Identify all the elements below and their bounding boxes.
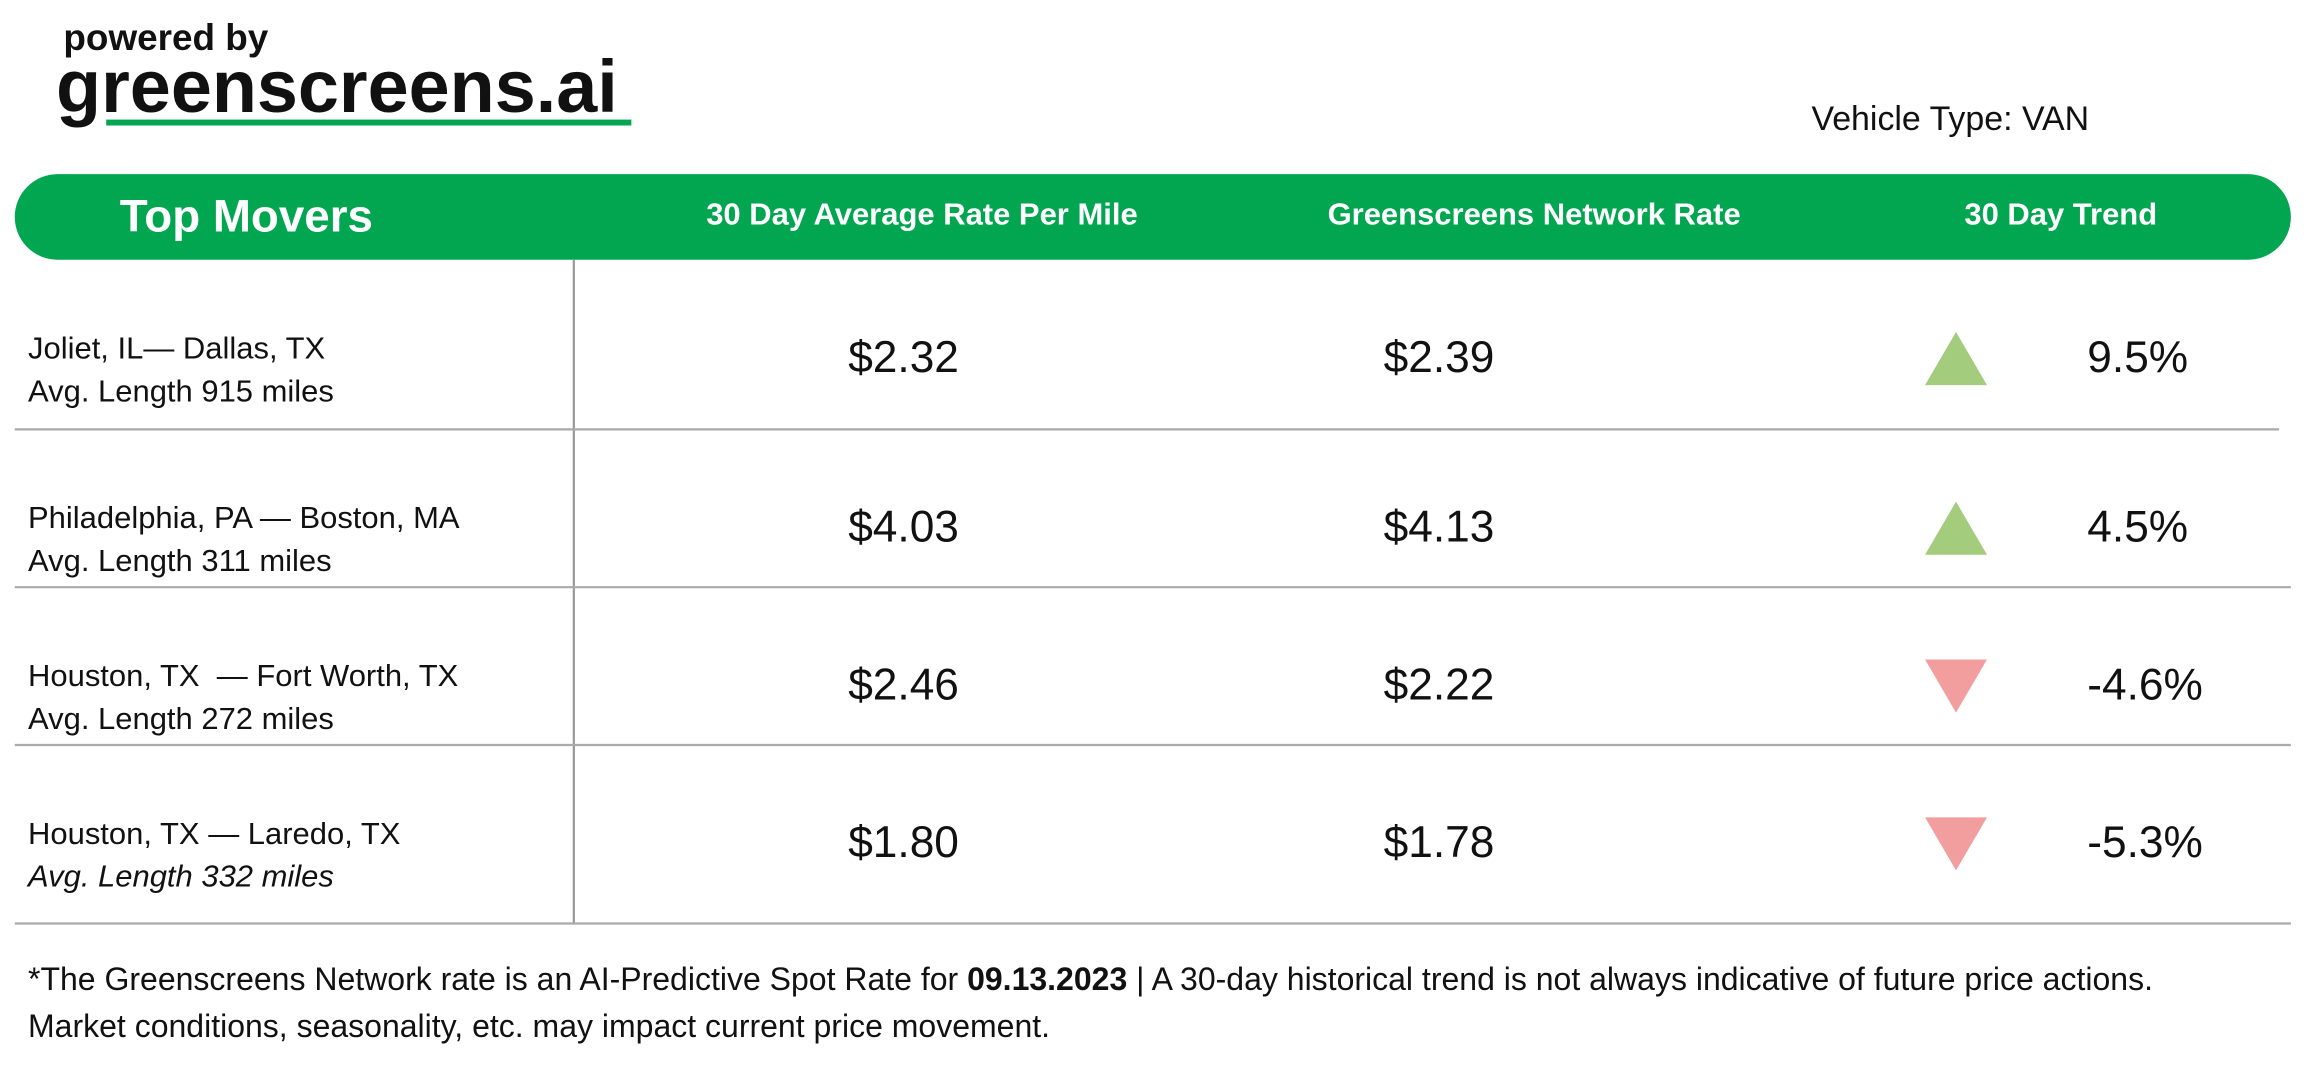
trend-value: -5.3%: [2087, 818, 2203, 867]
trend-arrow: [1925, 501, 1987, 555]
trend-value: -4.6%: [2087, 660, 2203, 709]
column-header: Top Movers: [120, 191, 373, 242]
lane: Houston, TX — Fort Worth, TX: [28, 658, 458, 693]
network-rate: $4.13: [1384, 502, 1495, 551]
footnote: *The Greenscreens Network rate is an AI-…: [28, 956, 2258, 1050]
lane: Joliet, IL— Dallas, TX: [28, 331, 325, 366]
table-header: [14, 174, 2291, 260]
avg-rate: $2.32: [848, 333, 959, 382]
network-rate: $1.78: [1384, 818, 1495, 867]
avg-length: Avg. Length 311 miles: [28, 543, 332, 578]
lane: Houston, TX — Laredo, TX: [28, 816, 400, 851]
trend-arrow: [1925, 332, 1987, 386]
column-header: 30 Day Trend: [1964, 196, 2157, 231]
trend-value: 4.5%: [2087, 502, 2188, 551]
powered-by: powered by: [63, 17, 268, 58]
footnote-text: | A 30-day historical trend is not alway…: [28, 961, 2153, 1044]
network-rate: $2.39: [1384, 333, 1495, 382]
trend-value: 9.5%: [2087, 333, 2188, 382]
brand: greenscreens.ai: [56, 45, 618, 128]
brand-underline: [106, 119, 632, 126]
network-rate: $2.22: [1384, 660, 1495, 709]
avg-length: Avg. Length 915 miles: [28, 373, 334, 408]
trend-arrow: [1925, 817, 1987, 871]
column-header: 30 Day Average Rate Per Mile: [706, 196, 1138, 231]
avg-rate: $4.03: [848, 502, 959, 551]
avg-length: Avg. Length 332 miles: [26, 859, 334, 894]
vehicle-type: Vehicle Type: VAN: [1811, 100, 2089, 138]
column-header: Greenscreens Network Rate: [1328, 196, 1741, 231]
footnote-date: 09.13.2023: [967, 961, 1128, 997]
lane: Philadelphia, PA — Boston, MA: [28, 500, 460, 535]
avg-rate: $2.46: [848, 660, 959, 709]
avg-length: Avg. Length 272 miles: [28, 701, 334, 736]
avg-rate: $1.80: [848, 818, 959, 867]
footnote-text: *The Greenscreens Network rate is an AI-…: [28, 961, 968, 997]
trend-arrow: [1925, 659, 1987, 713]
